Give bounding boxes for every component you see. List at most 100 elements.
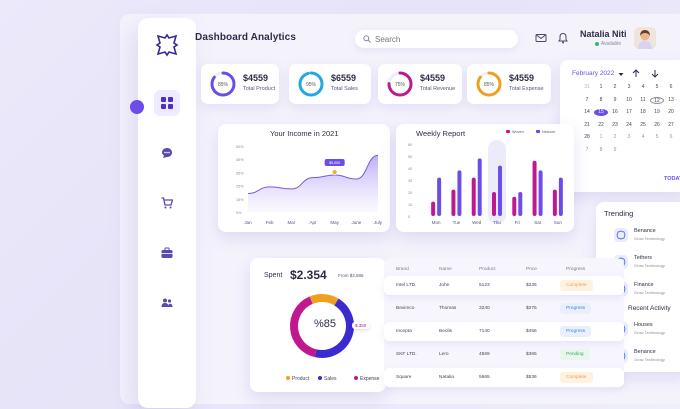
- calendar-day[interactable]: 19: [654, 109, 660, 115]
- spent-donut[interactable]: [250, 258, 386, 392]
- column-header[interactable]: Price: [526, 267, 537, 272]
- calendar-day[interactable]: 2: [613, 134, 617, 140]
- calendar-day[interactable]: 28: [584, 134, 590, 140]
- bar[interactable]: [431, 201, 436, 216]
- calendar-day[interactable]: 20: [668, 109, 674, 115]
- calendar-day[interactable]: 14: [584, 109, 590, 115]
- donut-slice[interactable]: [309, 294, 339, 306]
- bar[interactable]: [558, 177, 563, 216]
- column-header[interactable]: Product: [479, 267, 496, 272]
- donut-slice[interactable]: [290, 296, 317, 358]
- calendar-day[interactable]: 31: [584, 84, 590, 90]
- chevron-down-icon[interactable]: [618, 72, 624, 77]
- calendar-day[interactable]: 5: [655, 134, 659, 140]
- calendar-day[interactable]: 5: [655, 84, 659, 90]
- table-row[interactable]: SKF LTD. Lero 4569 $365 Pending: [384, 345, 624, 364]
- bar[interactable]: [532, 160, 537, 216]
- sidebar-item-cart[interactable]: [154, 190, 180, 216]
- stat-card[interactable]: 85% $4559 Total Product: [201, 64, 279, 104]
- calendar-day[interactable]: 1: [599, 84, 603, 90]
- bell-icon[interactable]: [556, 31, 570, 45]
- calendar-day[interactable]: 27: [668, 121, 674, 128]
- sidebar-item-messages[interactable]: [154, 140, 180, 166]
- bar[interactable]: [457, 170, 462, 216]
- calendar-day[interactable]: 9: [613, 146, 617, 153]
- stat-card[interactable]: 95% $6559 Total Sales: [289, 64, 371, 104]
- calendar-day[interactable]: 8: [599, 146, 603, 153]
- bar[interactable]: [471, 177, 476, 216]
- calendar-day[interactable]: 23: [612, 121, 618, 128]
- spent-amount: $2.354: [290, 268, 327, 282]
- sidebar-item-dashboard[interactable]: [154, 90, 180, 116]
- tooltip-point[interactable]: [331, 169, 338, 175]
- income-chart[interactable]: 0% 15% 25% 35% 45% 50% Jan Feb Mar Apr May June July…: [218, 124, 390, 232]
- column-header[interactable]: Progress: [566, 267, 586, 272]
- list-item[interactable]: Benance Grow Technology: [614, 226, 680, 248]
- bar[interactable]: [512, 196, 517, 216]
- calendar-day[interactable]: 22: [598, 121, 604, 128]
- search-icon: [363, 35, 371, 43]
- status-badge[interactable]: Pending: [560, 349, 590, 360]
- status-badge[interactable]: Complete: [560, 280, 593, 291]
- calendar-day[interactable]: 6: [669, 84, 673, 90]
- table-cell: $275: [526, 306, 537, 311]
- calendar-day[interactable]: 10: [626, 96, 632, 103]
- calendar-day[interactable]: 3: [627, 84, 631, 90]
- status-badge[interactable]: Complete: [560, 372, 593, 383]
- calendar-day[interactable]: 24: [626, 121, 632, 128]
- calendar-day[interactable]: 26: [654, 121, 660, 128]
- bar[interactable]: [538, 170, 543, 216]
- calendar-day[interactable]: 25: [640, 121, 646, 128]
- search-bar[interactable]: [355, 30, 518, 48]
- calendar-day[interactable]: 13: [668, 96, 674, 103]
- calendar-day[interactable]: 16: [612, 109, 618, 115]
- bar[interactable]: [492, 192, 496, 216]
- spent-callout: $.350: [352, 322, 370, 329]
- table-row[interactable]: Beximco Thomas 3240 $275 Progress: [384, 299, 624, 318]
- status-badge[interactable]: Progress: [560, 303, 592, 314]
- calendar-day[interactable]: 4: [641, 84, 645, 90]
- mail-icon[interactable]: [534, 31, 548, 45]
- calendar-month[interactable]: February 2022: [572, 70, 615, 77]
- calendar-day[interactable]: 18: [640, 109, 646, 115]
- table-row[interactable]: Incepta Beolis 7140 $456 Progress: [384, 322, 624, 341]
- calendar-day[interactable]: 3: [627, 134, 631, 140]
- calendar-day[interactable]: 6: [669, 134, 673, 140]
- calendar-day[interactable]: 1: [599, 134, 603, 140]
- calendar-day[interactable]: 8: [599, 96, 603, 103]
- avatar[interactable]: [634, 27, 656, 49]
- calendar-day[interactable]: 12: [650, 96, 664, 104]
- calendar-day[interactable]: 7: [585, 146, 589, 153]
- calendar-day[interactable]: 9: [613, 96, 617, 103]
- arrow-down-icon[interactable]: [651, 69, 659, 78]
- y-tick-label: 10: [408, 203, 412, 207]
- column-header[interactable]: Brand: [396, 267, 409, 272]
- sidebar-item-users[interactable]: [154, 290, 180, 316]
- bar[interactable]: [477, 158, 482, 216]
- search-input[interactable]: [375, 34, 505, 44]
- calendar-day[interactable]: 17: [626, 109, 632, 115]
- status-badge[interactable]: Progress: [560, 326, 592, 337]
- bar[interactable]: [552, 189, 557, 216]
- bar[interactable]: [451, 189, 456, 216]
- logo-icon[interactable]: [154, 32, 180, 58]
- arrow-up-icon[interactable]: [632, 69, 640, 78]
- calendar-day[interactable]: 2: [613, 84, 617, 90]
- calendar-day[interactable]: 15: [594, 109, 608, 116]
- column-header[interactable]: Name: [439, 267, 452, 272]
- calendar-day[interactable]: 7: [585, 96, 589, 103]
- stat-card[interactable]: 75% $4559 Total Revenue: [378, 64, 462, 104]
- table-row[interactable]: Intel LTD. John 5123 $235 Complete: [384, 276, 624, 295]
- donut-slice[interactable]: [314, 298, 354, 358]
- bar[interactable]: [498, 165, 502, 216]
- sidebar-item-briefcase[interactable]: [154, 240, 180, 266]
- weekly-chart[interactable]: Woven Netcom 0 10 20 30 40 50 60 Mon Tue Wed Thu Fri S…: [396, 124, 574, 232]
- calendar-day[interactable]: 4: [641, 134, 645, 140]
- calendar-day[interactable]: 21: [584, 121, 590, 128]
- table-row[interactable]: Square Natalia 5665 $536 Complete: [384, 368, 624, 387]
- bar[interactable]: [518, 192, 523, 216]
- bar[interactable]: [437, 177, 442, 216]
- calendar-day[interactable]: 11: [640, 96, 646, 103]
- stat-card[interactable]: 85% $4559 Total Expense: [467, 64, 551, 104]
